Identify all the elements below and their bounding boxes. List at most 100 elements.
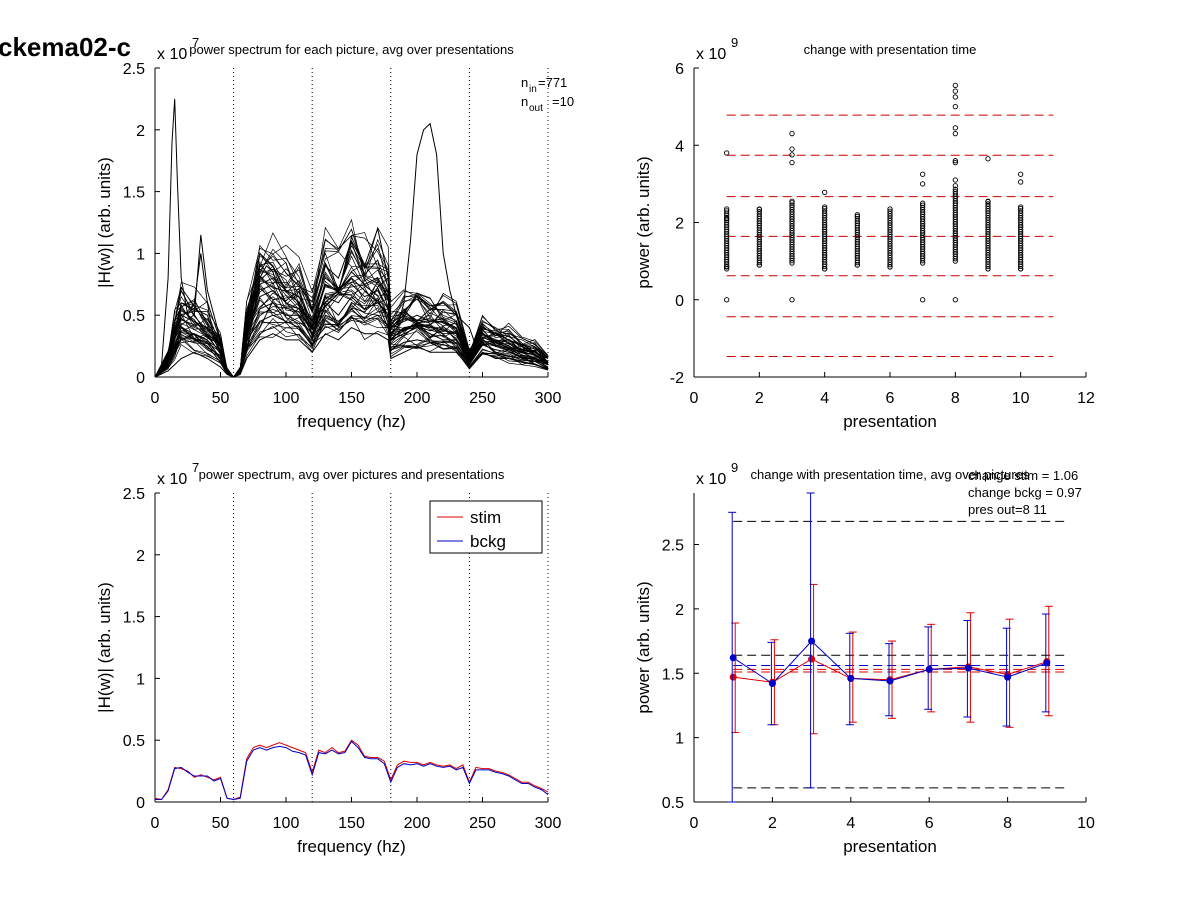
data-point — [724, 264, 730, 270]
series-point-stim — [808, 655, 816, 663]
data-point — [789, 131, 795, 137]
x-axis-label: frequency (hz) — [297, 412, 406, 431]
data-point — [952, 186, 958, 192]
series-point-bckg — [847, 674, 855, 682]
y-tick-label: 2.5 — [123, 486, 145, 503]
data-point — [985, 201, 991, 207]
chart-title: change with presentation time — [804, 42, 977, 57]
chart-title: power spectrum, avg over pictures and pr… — [199, 467, 505, 482]
data-point — [724, 297, 730, 303]
x-tick-label: 50 — [212, 390, 230, 407]
data-point — [920, 171, 926, 177]
y-tick-label: 2 — [136, 548, 145, 565]
x-tick-label: 2 — [768, 815, 777, 832]
x-tick-label: 12 — [1077, 390, 1095, 407]
y-tick-label: 0 — [675, 293, 684, 310]
series-point-bckg — [925, 665, 933, 673]
y-tick-label: 1.5 — [123, 610, 145, 627]
data-point — [756, 206, 762, 212]
data-point — [756, 262, 762, 268]
x-tick-label: 0 — [151, 390, 160, 407]
series-line-stim — [154, 739, 549, 801]
y-tick-label: 2 — [675, 216, 684, 233]
data-point — [952, 125, 958, 131]
data-point — [724, 150, 730, 156]
data-point — [822, 189, 828, 196]
x-tick-label: 6 — [925, 815, 934, 832]
data-point — [920, 202, 926, 208]
stat-annotation: pres out=8 11 — [968, 502, 1047, 517]
data-point — [952, 159, 958, 166]
exponent-power: 7 — [192, 35, 199, 50]
x-tick-label: 250 — [469, 390, 496, 407]
y-tick-label: 4 — [675, 138, 684, 155]
y-tick-label: 0 — [136, 370, 145, 387]
y-tick-label: 0 — [136, 795, 145, 812]
data-point — [789, 152, 795, 158]
n-out-sub: out — [529, 103, 543, 114]
chart-p3: 0 50 100 150 200 250 300 0 0.5 1 1.5 2 2.5 frequency … — [95, 460, 561, 856]
data-point — [854, 215, 860, 222]
data-point — [724, 206, 730, 212]
series-point-bckg — [768, 680, 776, 688]
data-point — [887, 206, 893, 212]
n-in-sub: in — [529, 84, 537, 95]
y-axis-label: power (arb. units) — [634, 156, 653, 288]
x-axis-label: presentation — [843, 412, 937, 431]
data-point — [724, 215, 730, 222]
x-tick-label: 300 — [535, 390, 562, 407]
y-tick-label: -2 — [670, 370, 684, 387]
data-point — [854, 212, 860, 218]
y-tick-label: 2 — [675, 602, 684, 619]
exponent-label: x 10 — [157, 46, 187, 63]
x-tick-label: 0 — [151, 815, 160, 832]
spectrum-line — [154, 236, 549, 378]
data-point — [756, 209, 762, 215]
y-tick-label: 0.5 — [123, 733, 145, 750]
spectrum-line — [154, 226, 549, 378]
data-point — [952, 297, 958, 303]
data-point — [789, 198, 795, 204]
chart-title: power spectrum for each picture, avg ove… — [189, 42, 514, 57]
data-point — [952, 188, 958, 195]
exponent-power: 9 — [731, 460, 738, 475]
data-point — [952, 183, 958, 189]
data-point — [1018, 179, 1024, 185]
data-point — [985, 266, 991, 272]
stat-annotation: change bckg = 0.97 — [968, 485, 1082, 500]
x-tick-label: 100 — [273, 390, 300, 407]
exponent-label: x 10 — [696, 46, 726, 63]
y-tick-label: 0.5 — [123, 308, 145, 325]
exponent-power: 9 — [731, 35, 738, 50]
series-point-bckg — [886, 677, 894, 685]
x-tick-label: 0 — [690, 815, 699, 832]
y-tick-label: 1.5 — [123, 185, 145, 202]
legend-entry: stim — [470, 508, 501, 527]
n-in-label: n — [521, 75, 528, 90]
n-out-value: =10 — [552, 94, 574, 109]
legend-entry: bckg — [470, 532, 506, 551]
x-tick-label: 0 — [690, 390, 699, 407]
chart-p2: 0 2 4 6 8 10 12 -2 0 2 4 6 presentation power (arb. u… — [634, 35, 1095, 431]
series-point-bckg — [729, 654, 737, 662]
data-point — [985, 198, 991, 204]
data-point — [789, 202, 795, 208]
x-axis-label: presentation — [843, 837, 937, 856]
x-tick-label: 8 — [1003, 815, 1012, 832]
y-axis-label: |H(w)| (arb. units) — [95, 582, 114, 713]
x-tick-label: 200 — [404, 815, 431, 832]
x-tick-label: 200 — [404, 390, 431, 407]
series-point-stim — [729, 673, 737, 681]
x-axis-label: frequency (hz) — [297, 837, 406, 856]
y-tick-label: 2.5 — [662, 538, 684, 555]
spectrum-line — [154, 285, 549, 378]
data-point — [1018, 208, 1024, 214]
data-point — [952, 158, 958, 164]
y-tick-label: 1 — [675, 731, 684, 748]
spectrum-line — [154, 249, 549, 378]
x-tick-label: 4 — [846, 815, 855, 832]
series-line-bckg — [155, 740, 549, 801]
data-point — [822, 204, 828, 210]
y-tick-label: 2.5 — [123, 61, 145, 78]
